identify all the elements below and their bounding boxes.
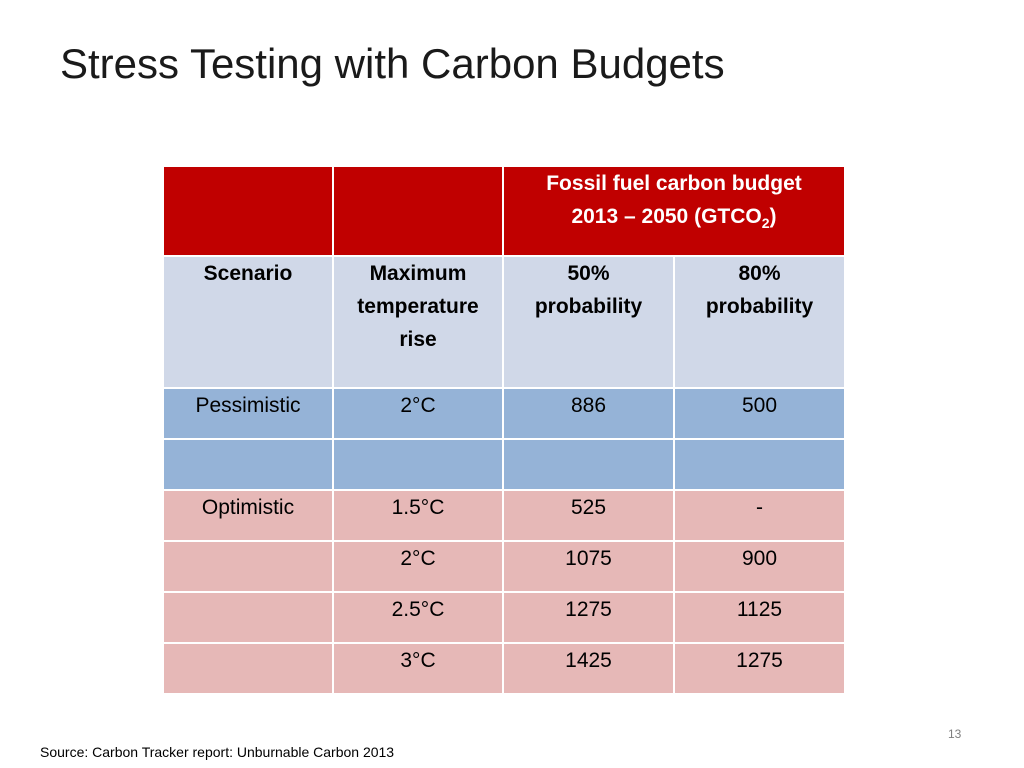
- table-row: Pessimistic 2°C 886 500: [162, 387, 846, 440]
- table-row: 2.5°C 1275 1125: [162, 591, 846, 644]
- table-cell: [162, 438, 334, 491]
- table-cell: [673, 438, 846, 491]
- table-row: [162, 438, 846, 491]
- column-header-50: 50% probability: [502, 255, 675, 389]
- table-cell: [162, 642, 334, 695]
- table-cell: [332, 438, 504, 491]
- table-cell: 900: [673, 540, 846, 593]
- column-header-80-label: 80% probability: [705, 262, 814, 318]
- column-header-50-label: 50% probability: [534, 262, 643, 318]
- table-cell: -: [673, 489, 846, 542]
- column-header-scenario: Scenario: [162, 255, 334, 389]
- table-cell: 2.5°C: [332, 591, 504, 644]
- column-header-temperature-label: Maximum temperature rise: [357, 262, 479, 351]
- slide-title: Stress Testing with Carbon Budgets: [60, 40, 725, 87]
- group-header-line2-suffix: ): [769, 205, 777, 228]
- budget-group-header: Fossil fuel carbon budget 2013 – 2050 (G…: [502, 165, 846, 257]
- table-cell: Pessimistic: [162, 387, 334, 440]
- table-cell: 886: [502, 387, 675, 440]
- table-cell: 3°C: [332, 642, 504, 695]
- table-cell: 1275: [673, 642, 846, 695]
- table-cell: [502, 438, 675, 491]
- column-header-row: Scenario Maximum temperature rise 50% pr…: [162, 255, 846, 389]
- table-cell: 1425: [502, 642, 675, 695]
- table-cell: Optimistic: [162, 489, 334, 542]
- group-header-line1: Fossil fuel carbon budget: [546, 172, 802, 195]
- table-cell: 2°C: [332, 387, 504, 440]
- table-cell: [162, 591, 334, 644]
- group-header-subscript: 2: [761, 215, 770, 232]
- table-header-row: Fossil fuel carbon budget 2013 – 2050 (G…: [162, 165, 846, 257]
- source-citation: Source: Carbon Tracker report: Unburnabl…: [40, 744, 395, 760]
- table-cell: 1075: [502, 540, 675, 593]
- table-row: Optimistic 1.5°C 525 -: [162, 489, 846, 542]
- column-header-80: 80% probability: [673, 255, 846, 389]
- table-cell: 1125: [673, 591, 846, 644]
- table-cell: 500: [673, 387, 846, 440]
- table-cell: 2°C: [332, 540, 504, 593]
- group-header-line2-prefix: 2013 – 2050 (GTCO: [571, 205, 762, 228]
- carbon-budget-table: Fossil fuel carbon budget 2013 – 2050 (G…: [162, 165, 846, 695]
- table-cell: 525: [502, 489, 675, 542]
- table-cell: [162, 540, 334, 593]
- table-row: 2°C 1075 900: [162, 540, 846, 593]
- header-empty-cell: [162, 165, 334, 257]
- table-row: 3°C 1425 1275: [162, 642, 846, 695]
- column-header-temperature: Maximum temperature rise: [332, 255, 504, 389]
- page-number: 13: [948, 727, 962, 741]
- table-cell: 1.5°C: [332, 489, 504, 542]
- table-cell: 1275: [502, 591, 675, 644]
- header-empty-cell: [332, 165, 504, 257]
